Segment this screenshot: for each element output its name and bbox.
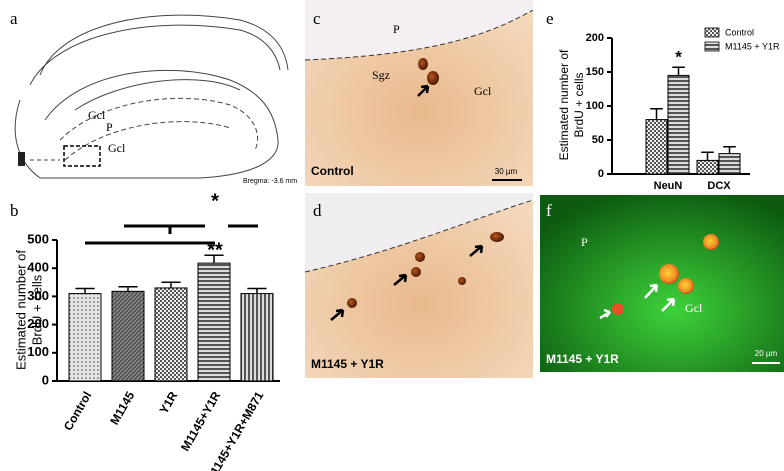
scale-bar xyxy=(752,362,780,364)
arrows xyxy=(599,283,676,320)
y-tick-label: 50 xyxy=(592,134,604,146)
boundary xyxy=(304,9,534,61)
caption: Control xyxy=(311,164,354,178)
y-axis-label: BrdU + cells xyxy=(572,72,586,137)
region-label: Gcl xyxy=(685,301,703,315)
y-tick-label: 0 xyxy=(598,168,604,180)
roi-box xyxy=(63,145,101,167)
cell xyxy=(659,264,679,284)
y-axis-label: Estimated number of xyxy=(13,250,28,370)
panel-label: d xyxy=(313,201,322,220)
boundary xyxy=(304,199,534,273)
y-tick-label: 0 xyxy=(42,372,49,387)
y-tick-label: 300 xyxy=(27,288,49,303)
legend-swatch xyxy=(704,27,720,38)
arrow xyxy=(417,84,430,97)
y-axis-label: Estimated number of xyxy=(557,49,571,160)
x-tick-label: NeuN xyxy=(654,180,683,192)
bar xyxy=(68,293,102,382)
bregma-label: Bregma: -3.6 mm xyxy=(243,178,297,185)
cell xyxy=(678,278,694,294)
panel-label: c xyxy=(313,9,321,28)
error-bar xyxy=(672,66,685,76)
region-label: Gcl xyxy=(474,84,492,98)
error-bar xyxy=(701,151,714,161)
legend-label: Control xyxy=(725,27,754,37)
region-label: Sgz xyxy=(372,68,390,82)
background xyxy=(305,0,533,60)
cell xyxy=(411,267,421,277)
region-label: P xyxy=(581,235,588,249)
marker xyxy=(18,152,25,166)
fluorescence-image xyxy=(540,195,784,372)
y-tick-label: 150 xyxy=(586,66,604,78)
panel-a xyxy=(14,14,289,179)
error-bar xyxy=(204,254,224,264)
error-bar xyxy=(161,281,181,288)
cell xyxy=(418,58,428,70)
bar xyxy=(111,290,145,382)
error-bar xyxy=(75,287,95,294)
panel-label: b xyxy=(10,201,19,220)
y-tick-label: 200 xyxy=(27,316,49,331)
error-bar xyxy=(723,146,736,154)
panel-label: f xyxy=(546,201,552,220)
cell xyxy=(703,234,719,250)
cell xyxy=(490,232,504,242)
background xyxy=(305,193,533,272)
bar xyxy=(667,74,690,175)
annotation: ** xyxy=(207,239,223,261)
panel-label: e xyxy=(546,9,554,28)
panel-label: a xyxy=(10,9,18,28)
y-tick-label: 500 xyxy=(27,231,49,246)
y-tick-label: 200 xyxy=(586,32,604,44)
cell xyxy=(612,303,624,315)
region-label: P xyxy=(106,120,113,134)
bar xyxy=(696,159,719,175)
scale-bar xyxy=(492,179,522,181)
scale-label: 30 µm xyxy=(495,167,518,176)
bar xyxy=(240,293,274,382)
caption: M1145 + Y1R xyxy=(546,352,619,366)
bar xyxy=(197,262,231,382)
region-label: Gcl xyxy=(88,108,106,122)
caption: M1145 + Y1R xyxy=(311,357,384,371)
scale-label: 20 µm xyxy=(755,349,778,358)
cell xyxy=(347,298,357,308)
legend-label: M1145 + Y1R xyxy=(725,41,780,51)
error-bar xyxy=(650,107,663,120)
cell xyxy=(415,252,425,262)
y-axis-label: BrdU + cells xyxy=(29,274,44,345)
cell xyxy=(427,71,439,85)
error-bar xyxy=(247,287,267,294)
y-tick-label: 100 xyxy=(27,344,49,359)
bar xyxy=(645,119,668,175)
legend-swatch xyxy=(704,41,720,52)
cell xyxy=(458,277,466,285)
x-tick-label: M1145 xyxy=(107,389,137,427)
error-bar xyxy=(118,286,138,292)
x-tick-label: Y1R xyxy=(157,389,181,417)
region-label: P xyxy=(393,22,400,36)
bar xyxy=(718,153,741,175)
x-tick-label: Control xyxy=(61,389,94,433)
significance-brackets xyxy=(85,224,258,245)
y-tick-label: 100 xyxy=(586,100,604,112)
annotation: * xyxy=(211,190,219,212)
x-tick-label: M1145+Y1R xyxy=(178,389,223,454)
region-label: Gcl xyxy=(108,141,126,155)
annotation: * xyxy=(675,48,682,67)
x-tick-label: DCX xyxy=(707,180,731,192)
arrows xyxy=(330,244,484,321)
y-tick-label: 400 xyxy=(27,260,49,275)
bar xyxy=(154,287,188,382)
